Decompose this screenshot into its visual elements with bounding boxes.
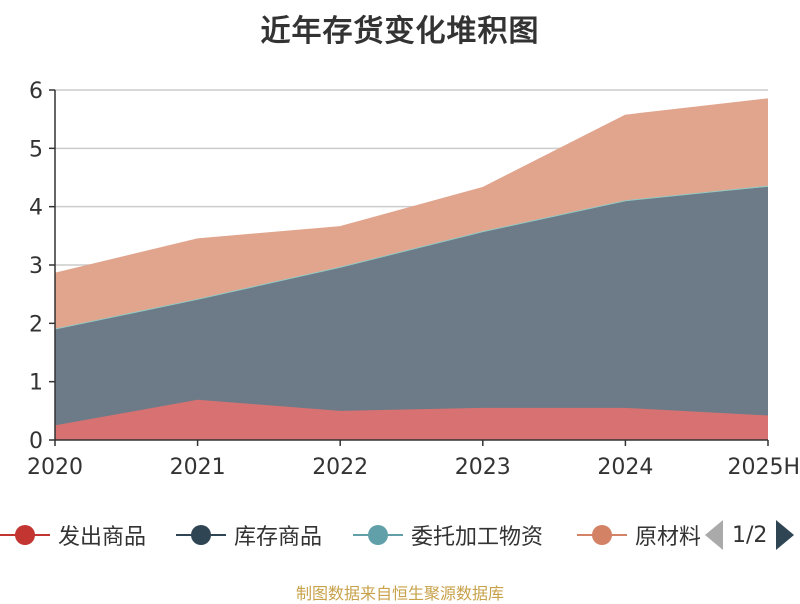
- legend-marker-icon: [176, 525, 226, 545]
- legend-label: 原材料: [635, 525, 702, 550]
- area-series-3: [55, 99, 768, 329]
- x-tick-label: 2022: [312, 455, 368, 480]
- legend-marker-icon: [353, 525, 403, 545]
- x-tick-label: 2020: [27, 455, 83, 480]
- pager-prev-icon[interactable]: [705, 520, 723, 550]
- y-tick-label: 4: [29, 196, 43, 221]
- legend: 发出商品 库存商品 委托加工物资 原材料: [0, 515, 800, 555]
- x-tick-label: 2021: [170, 455, 226, 480]
- legend-label: 库存商品: [234, 525, 323, 550]
- legend-item-inventory-goods[interactable]: 库存商品: [176, 515, 322, 555]
- legend-label: 委托加工物资: [411, 525, 544, 550]
- x-tick-label: 2024: [597, 455, 653, 480]
- legend-marker-icon: [577, 525, 627, 545]
- chart-title: 近年存货变化堆积图: [260, 14, 540, 49]
- legend-pager: 1/2: [700, 515, 800, 555]
- y-tick-label: 3: [29, 254, 43, 279]
- area-series-1: [55, 186, 768, 426]
- legend-item-consigned-processing[interactable]: 委托加工物资: [353, 515, 543, 555]
- legend-item-raw-materials[interactable]: 原材料: [577, 515, 701, 555]
- x-tick-label: 2025H: [727, 455, 800, 480]
- area-series-0: [55, 399, 768, 440]
- y-tick-label: 6: [29, 79, 43, 104]
- pager-next-icon[interactable]: [776, 520, 795, 550]
- legend-marker-icon: [0, 525, 50, 545]
- data-source-note: 制图数据来自恒生聚源数据库: [295, 584, 504, 603]
- y-tick-label: 2: [29, 312, 43, 337]
- y-tick-label: 5: [29, 137, 43, 162]
- pager-text: 1/2: [732, 522, 768, 548]
- y-tick-label: 0: [29, 429, 43, 454]
- y-tick-label: 1: [29, 371, 43, 396]
- legend-item-shipped-goods[interactable]: 发出商品: [0, 515, 146, 555]
- x-tick-label: 2023: [455, 455, 511, 480]
- series-line-3: [54, 98, 769, 275]
- legend-label: 发出商品: [58, 525, 147, 550]
